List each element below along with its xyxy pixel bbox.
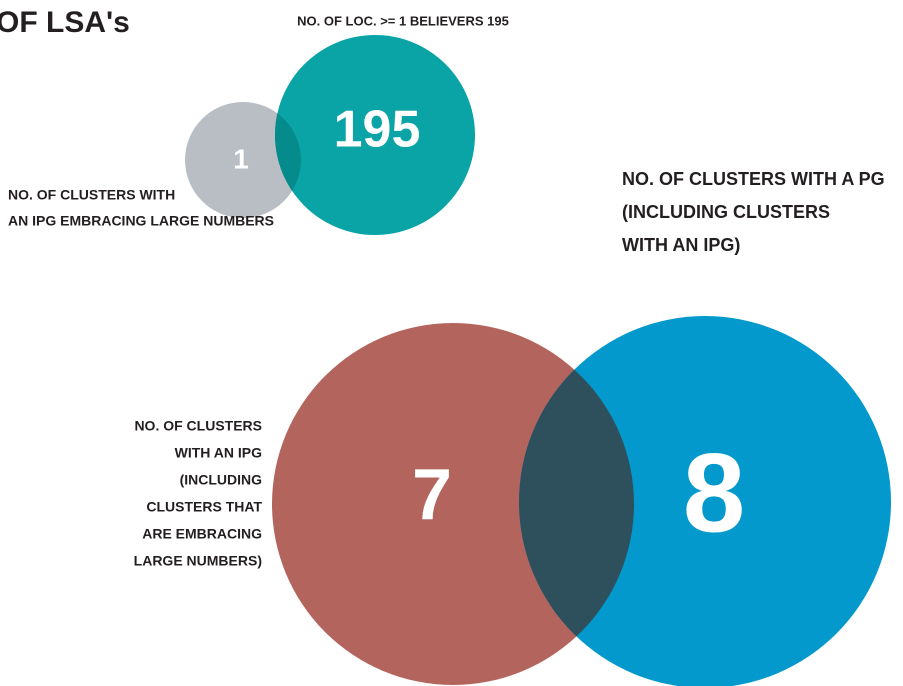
venn-number: 7 bbox=[412, 455, 452, 535]
title: OF LSA's bbox=[0, 6, 130, 39]
venn-label: NO. OF LOC. >= 1 BELIEVERS 195 bbox=[297, 13, 509, 28]
venn-circle bbox=[275, 35, 475, 235]
venn-label: NO. OF CLUSTERS WITH A PG bbox=[622, 169, 885, 189]
venn-label: (INCLUDING CLUSTERS bbox=[622, 202, 830, 222]
venn-label: WITH AN IPG bbox=[175, 445, 262, 461]
venn-label: ARE EMBRACING bbox=[142, 526, 262, 542]
venn-label: NO. OF CLUSTERS bbox=[134, 418, 262, 434]
venn-number: 195 bbox=[334, 101, 421, 159]
venn-label: NO. OF CLUSTERS WITH bbox=[8, 187, 175, 203]
venn-label: LARGE NUMBERS) bbox=[134, 553, 262, 569]
venn-number: 8 bbox=[683, 431, 745, 556]
venn-label: WITH AN IPG) bbox=[622, 235, 740, 255]
venn-circle bbox=[519, 316, 891, 686]
venn-number: 1 bbox=[233, 143, 249, 174]
venn-circle bbox=[185, 102, 301, 218]
venn-label: AN IPG EMBRACING LARGE NUMBERS bbox=[8, 213, 274, 229]
venn-label: CLUSTERS THAT bbox=[146, 499, 262, 515]
venn-label: (INCLUDING bbox=[180, 472, 263, 488]
